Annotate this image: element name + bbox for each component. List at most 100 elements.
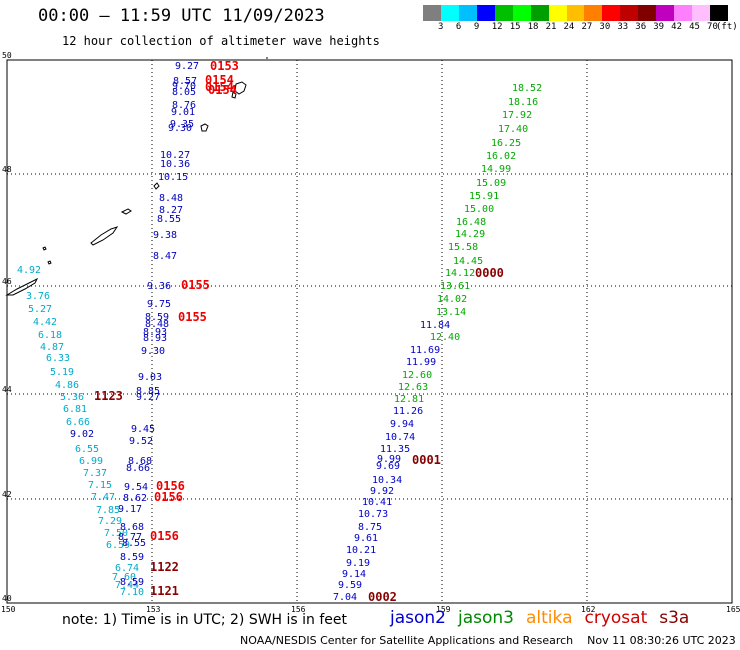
wave-height-label: 8.27 [159, 205, 183, 216]
wave-height-label: 5.27 [28, 304, 52, 315]
wave-height-label: 8.66 [126, 463, 150, 474]
wave-height-label: 4.92 [17, 265, 41, 276]
wave-height-label: 9.30 [141, 346, 165, 357]
pass-time-label: 0156 [156, 479, 185, 493]
latitude-label: 48 [2, 165, 12, 174]
wave-height-label: 7.15 [88, 480, 112, 491]
legend-item-altika: altika [526, 608, 573, 628]
wave-height-label: 7.44 [115, 580, 139, 591]
wave-height-label: 15.91 [469, 191, 499, 202]
latitude-label: 46 [2, 277, 12, 286]
wave-height-label: 5.19 [50, 367, 74, 378]
pass-time-label: 0153 [210, 59, 239, 73]
wave-height-label: 7.10 [120, 587, 144, 598]
wave-height-label: 17.92 [502, 110, 532, 121]
pass-time-label: 0154 [205, 80, 234, 94]
wave-height-label: 10.41 [362, 497, 392, 508]
pass-time-label: 0155 [181, 278, 210, 292]
longitude-label: 156 [291, 605, 306, 614]
wave-height-label: 11.84 [420, 320, 450, 331]
wave-height-label: 9.02 [70, 429, 94, 440]
wave-height-label: 7.50 [104, 528, 128, 539]
pass-time-label: 0156 [150, 529, 179, 543]
colorbar [423, 5, 728, 21]
wave-height-label: 8.93 [143, 327, 167, 338]
wave-height-label: 7.47 [91, 492, 115, 503]
wave-height-label: 12.63 [398, 382, 428, 393]
wave-height-label: 9.35 [170, 119, 194, 130]
colorbar-tick-label: 70 [707, 22, 718, 32]
longitude-label: 150 [1, 605, 16, 614]
wave-height-label: 8.05 [172, 87, 196, 98]
wave-height-label: 8.48 [159, 193, 183, 204]
colorbar-tick-label: 3 [437, 22, 444, 32]
pass-time-label: 1123 [94, 389, 123, 403]
wave-height-label: 14.12 [445, 268, 475, 279]
colorbar-tick-label: 21 [545, 22, 557, 32]
wave-height-label: 9.75 [147, 299, 171, 310]
colorbar-unit: (ft) [716, 22, 738, 32]
pass-time-label: 0002 [368, 590, 397, 604]
pass-time-label: 0154 [205, 73, 234, 87]
wave-height-label: 15.09 [476, 178, 506, 189]
pass-time-label: 0001 [412, 453, 441, 467]
wave-height-label: 13.14 [436, 307, 466, 318]
wave-height-label: 7.85 [96, 505, 120, 516]
colorbar-tick-label: 33 [617, 22, 629, 32]
colorbar-tick-label: 39 [653, 22, 665, 32]
grid-lines [6, 59, 733, 604]
wave-height-label: 9.59 [338, 580, 362, 591]
wave-height-label: 8.93 [143, 333, 167, 344]
wave-height-label: 9.92 [370, 486, 394, 497]
wave-height-label: 11.99 [406, 357, 436, 368]
wave-height-label: 8.68 [128, 456, 152, 467]
colorbar-tick-label: 45 [689, 22, 700, 32]
colorbar-cell [494, 5, 513, 21]
wave-height-label: 8.76 [172, 100, 196, 111]
legend-item-cryosat: cryosat [584, 608, 648, 628]
legend-item-jason3: jason3 [458, 608, 514, 628]
wave-height-label: 6.99 [79, 456, 103, 467]
wave-height-label: 6.81 [63, 404, 87, 415]
wave-height-label: 11.26 [393, 406, 423, 417]
colorbar-tick-label: 6 [455, 22, 462, 32]
wave-height-label: 9.52 [129, 436, 153, 447]
wave-height-label: 9.17 [118, 504, 142, 515]
wave-height-label: 6.66 [66, 417, 90, 428]
wave-height-label: 4.86 [55, 380, 79, 391]
wave-height-label: 5.36 [60, 392, 84, 403]
wave-height-label: 7.60 [112, 572, 136, 583]
wave-height-label: 8.59 [120, 577, 144, 588]
wave-height-label: 6.59 [106, 540, 130, 551]
colorbar-tick-label: 24 [563, 22, 575, 32]
wave-height-label: 8.62 [123, 493, 147, 504]
wave-height-label: 8.47 [153, 251, 177, 262]
wave-height-label: 9.99 [377, 454, 401, 465]
colorbar-cell [566, 5, 585, 21]
wave-height-label: 12.81 [394, 394, 424, 405]
longitude-label: 162 [581, 605, 596, 614]
wave-height-label: 6.18 [38, 330, 62, 341]
pass-time-label: 0156 [154, 490, 183, 504]
legend-item-s3a: s3a [659, 608, 690, 628]
footnote: note: 1) Time is in UTC; 2) SWH is in fe… [62, 612, 348, 628]
wave-height-label: 9.36 [147, 281, 171, 292]
wave-height-label: 14.02 [437, 294, 467, 305]
colorbar-cell [440, 5, 459, 21]
colorbar-cell [584, 5, 603, 21]
colorbar-cell [674, 5, 693, 21]
colorbar-cell [530, 5, 549, 21]
chart-title: 00:00 – 11:59 UTC 11/09/2023 [38, 6, 325, 26]
wave-height-label: 8.68 [120, 522, 144, 533]
wave-height-label: 9.27 [175, 61, 199, 72]
wave-height-label: 9.38 [153, 230, 177, 241]
wave-height-label: 11.35 [380, 444, 410, 455]
wave-height-label: 8.85 [136, 386, 160, 397]
wave-height-label: 18.52 [512, 83, 542, 94]
wave-height-label: 14.45 [453, 256, 483, 267]
credit-line: NOAA/NESDIS Center for Satellite Applica… [240, 634, 736, 647]
wave-height-label: 16.48 [456, 217, 486, 228]
wave-height-label: 9.70 [172, 81, 196, 92]
wave-height-label: 16.25 [491, 138, 521, 149]
wave-height-label: 8.75 [358, 522, 382, 533]
